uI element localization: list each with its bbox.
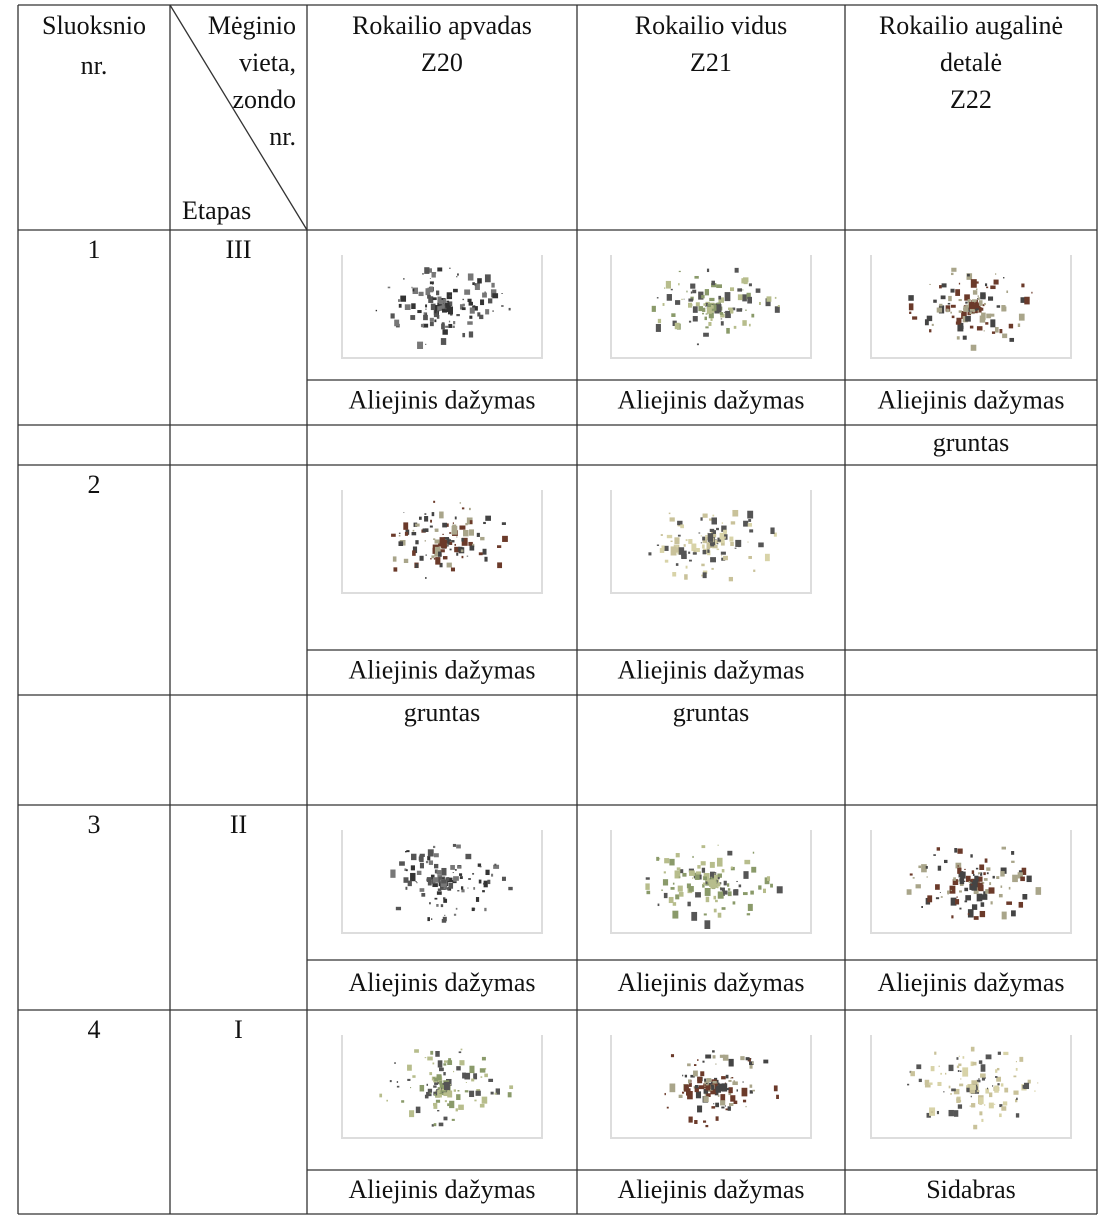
sample-image <box>341 255 543 359</box>
header-text: Mėginio <box>208 11 296 40</box>
layer-material: Aliejinis dažymas <box>617 1175 804 1204</box>
stage: I <box>234 1015 243 1044</box>
sample-image <box>870 1035 1072 1139</box>
header-text: Z21 <box>690 48 732 77</box>
header-text: nr. <box>81 51 108 80</box>
stage: II <box>230 810 247 839</box>
sample-image <box>610 255 812 359</box>
header-text: Rokailio augalinė <box>879 11 1063 40</box>
sample-image <box>870 255 1072 359</box>
header-text: nr. <box>269 122 296 151</box>
layer-material: Aliejinis dažymas <box>877 385 1064 414</box>
layer-number: 3 <box>88 810 101 839</box>
layer-material: gruntas <box>673 698 750 727</box>
sample-image <box>870 830 1072 934</box>
layer-material: Aliejinis dažymas <box>617 968 804 997</box>
header-text: Sluoksnio <box>42 11 146 40</box>
sample-image <box>341 1035 543 1139</box>
header-text: Rokailio apvadas <box>352 11 532 40</box>
layer-number: 1 <box>88 235 101 264</box>
header-text: zondo <box>232 85 296 114</box>
header-text: Etapas <box>182 196 251 225</box>
layer-material: Aliejinis dažymas <box>348 1175 535 1204</box>
sample-image <box>341 490 543 594</box>
sample-image <box>610 1035 812 1139</box>
layer-material: gruntas <box>404 698 481 727</box>
sample-image <box>610 490 812 594</box>
header-text: Rokailio vidus <box>635 11 787 40</box>
layer-material: Aliejinis dažymas <box>348 968 535 997</box>
sample-image <box>610 830 812 934</box>
layer-material: gruntas <box>933 428 1010 457</box>
layer-material: Sidabras <box>926 1175 1016 1204</box>
header-text: vieta, <box>239 48 296 77</box>
layer-material: Aliejinis dažymas <box>617 385 804 414</box>
layer-number: 2 <box>88 470 101 499</box>
layer-material: Aliejinis dažymas <box>617 655 804 684</box>
layer-number: 4 <box>88 1015 101 1044</box>
sample-image <box>341 830 543 934</box>
diagonal-divider <box>169 4 308 231</box>
layer-material: Aliejinis dažymas <box>877 968 1064 997</box>
header-text: detalė <box>940 48 1002 77</box>
header-text: Z20 <box>421 48 463 77</box>
stage: III <box>226 235 252 264</box>
layer-material: Aliejinis dažymas <box>348 655 535 684</box>
header-text: Z22 <box>950 85 992 114</box>
layer-material: Aliejinis dažymas <box>348 385 535 414</box>
